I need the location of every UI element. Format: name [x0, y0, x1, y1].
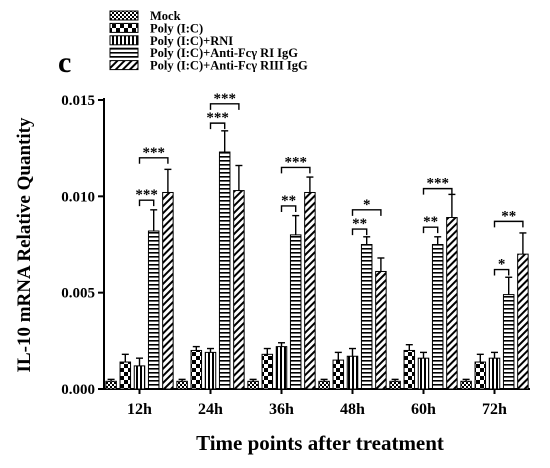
- legend-label: Mock: [150, 9, 181, 23]
- x-tick-label: 12h: [127, 401, 152, 418]
- legend-label: Poly (I:C)+Anti-Fcγ RIII IgG: [150, 59, 308, 73]
- significance-label: ***: [426, 176, 449, 192]
- bar: [318, 380, 330, 390]
- bar: [233, 190, 245, 390]
- y-tick-label: 0.015: [61, 93, 95, 109]
- panel-label: c: [58, 46, 71, 79]
- y-tick-label: 0.000: [61, 382, 95, 398]
- bar: [389, 380, 401, 390]
- bar: [133, 365, 146, 390]
- legend-swatch: [109, 47, 139, 58]
- bar: [502, 294, 515, 390]
- legend-swatch: [109, 35, 139, 46]
- bar: [218, 151, 231, 390]
- significance-bracket: [351, 209, 382, 216]
- bar: [304, 191, 316, 390]
- significance-brackets: ****************************: [135, 91, 524, 276]
- significance-label: **: [281, 193, 296, 209]
- significance-label: ***: [142, 145, 165, 161]
- significance-bracket: [351, 228, 368, 236]
- significance-label: ***: [213, 91, 236, 107]
- bar: [431, 244, 444, 390]
- significance-bracket: [280, 205, 297, 212]
- x-axis-label: Time points after treatment: [196, 431, 444, 455]
- significance-label: *: [363, 197, 371, 213]
- bar: [488, 357, 501, 390]
- bar: [360, 244, 373, 390]
- x-tick-label: 36h: [269, 401, 294, 418]
- bar: [446, 217, 458, 390]
- bar: [119, 361, 132, 390]
- significance-bracket: [138, 199, 155, 207]
- significance-bracket: [280, 166, 311, 174]
- significance-label: **: [423, 214, 438, 230]
- bar: [147, 230, 160, 390]
- legend-label: Poly (I:C)+Anti-Fcγ RI IgG: [150, 46, 298, 60]
- bar: [375, 270, 387, 390]
- bar: [403, 349, 416, 390]
- legend-swatch: [109, 22, 139, 33]
- legend-label: Poly (I:C): [150, 21, 203, 35]
- significance-bracket: [209, 122, 226, 130]
- bar: [190, 349, 203, 390]
- x-tick-label: 72h: [482, 401, 507, 418]
- significance-label: *: [498, 257, 506, 273]
- bar: [176, 380, 188, 390]
- legend-swatch: [109, 10, 139, 21]
- bar: [162, 191, 174, 390]
- x-tick-label: 24h: [198, 401, 223, 418]
- legend-swatch: [109, 60, 139, 71]
- significance-bracket: [209, 103, 240, 110]
- significance-bracket: [422, 226, 439, 234]
- significance-label: **: [501, 208, 516, 224]
- legend-label: Poly (I:C)+RNI: [150, 34, 233, 48]
- axes: 0.000 0.005 0.010 0.015 12h 24h 36h 48h 60h 72h: [61, 93, 530, 418]
- bar: [261, 353, 274, 390]
- bar: [289, 234, 302, 390]
- y-axis-label: IL-10 mRNA Relative Quantity: [14, 117, 35, 372]
- y-tick-label: 0.010: [61, 189, 95, 205]
- bars: [105, 130, 529, 390]
- significance-bracket: [422, 187, 453, 195]
- bar: [332, 359, 345, 390]
- bar: [204, 351, 217, 390]
- significance-bracket: [138, 157, 169, 164]
- bar: [105, 380, 117, 390]
- bar: [247, 380, 259, 390]
- x-tick-label: 60h: [411, 401, 436, 418]
- bar: [517, 253, 529, 390]
- significance-label: ***: [284, 154, 307, 170]
- significance-label: **: [352, 216, 367, 232]
- y-tick-label: 0.005: [61, 286, 95, 302]
- significance-bracket: [493, 268, 510, 276]
- bar: [417, 357, 430, 390]
- bar: [346, 355, 359, 390]
- bar: [474, 361, 487, 390]
- x-tick-label: 48h: [340, 401, 365, 418]
- significance-label: ***: [135, 187, 158, 203]
- bar: [275, 346, 288, 390]
- significance-label: ***: [206, 110, 229, 126]
- significance-bracket: [493, 220, 524, 228]
- bar: [460, 380, 472, 390]
